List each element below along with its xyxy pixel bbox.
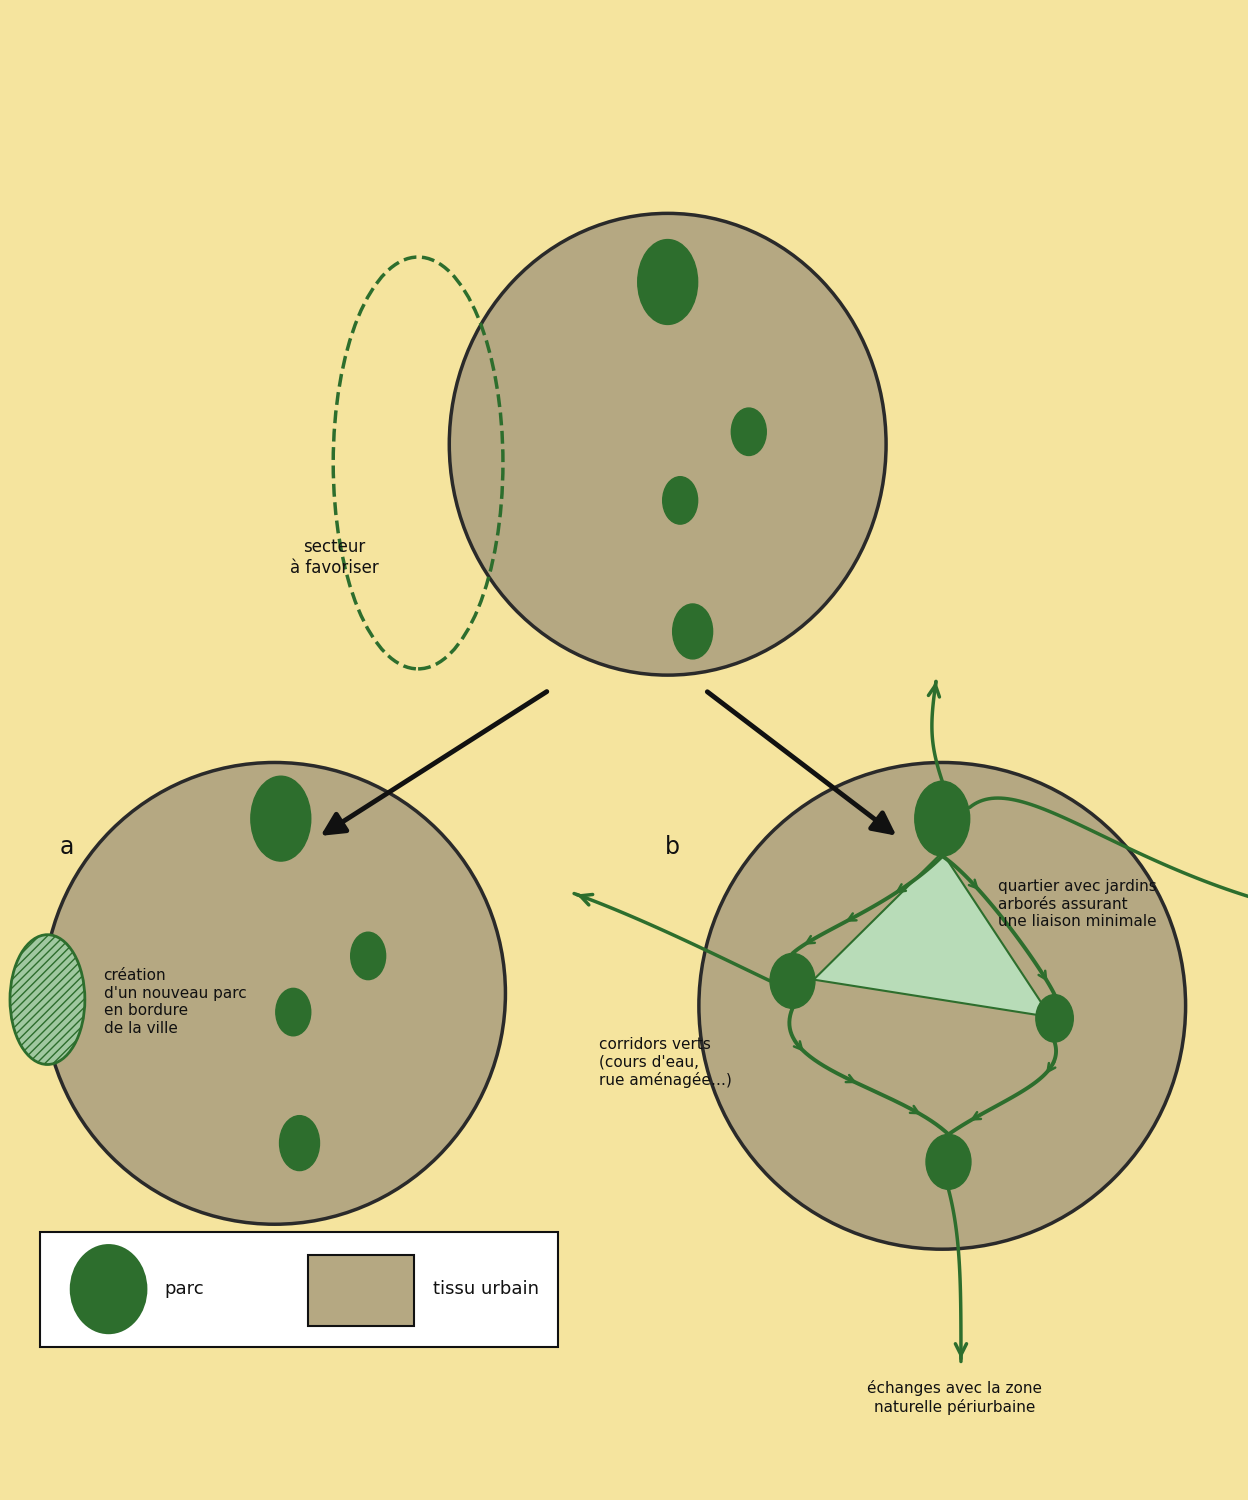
Ellipse shape [44, 762, 505, 1224]
FancyBboxPatch shape [308, 1254, 414, 1326]
Ellipse shape [1036, 994, 1073, 1042]
Ellipse shape [251, 776, 311, 861]
Ellipse shape [926, 1134, 971, 1190]
Ellipse shape [915, 782, 970, 856]
FancyBboxPatch shape [40, 1232, 558, 1347]
Ellipse shape [770, 954, 815, 1008]
Polygon shape [814, 852, 1051, 1017]
Ellipse shape [449, 213, 886, 675]
Text: quartier avec jardins
arborés assurant
une liaison minimale: quartier avec jardins arborés assurant u… [998, 879, 1157, 928]
Ellipse shape [731, 408, 766, 456]
Text: secteur
à favoriser: secteur à favoriser [290, 538, 379, 576]
Ellipse shape [699, 762, 1186, 1250]
Text: a: a [60, 836, 75, 860]
Text: création
d'un nouveau parc
en bordure
de la ville: création d'un nouveau parc en bordure de… [104, 969, 246, 1035]
Text: b: b [665, 836, 680, 860]
Ellipse shape [663, 477, 698, 524]
Ellipse shape [10, 934, 85, 1065]
Text: parc: parc [165, 1280, 205, 1298]
Text: tissu urbain: tissu urbain [433, 1280, 539, 1298]
Text: corridors verts
(cours d'eau,
rue aménagée…): corridors verts (cours d'eau, rue aménag… [599, 1036, 731, 1088]
Ellipse shape [71, 1245, 146, 1334]
Text: échanges avec la zone
naturelle périurbaine: échanges avec la zone naturelle périurba… [867, 1380, 1042, 1414]
Ellipse shape [276, 988, 311, 1036]
Ellipse shape [673, 604, 713, 658]
Ellipse shape [638, 240, 698, 324]
Ellipse shape [280, 1116, 319, 1170]
Ellipse shape [351, 932, 386, 980]
